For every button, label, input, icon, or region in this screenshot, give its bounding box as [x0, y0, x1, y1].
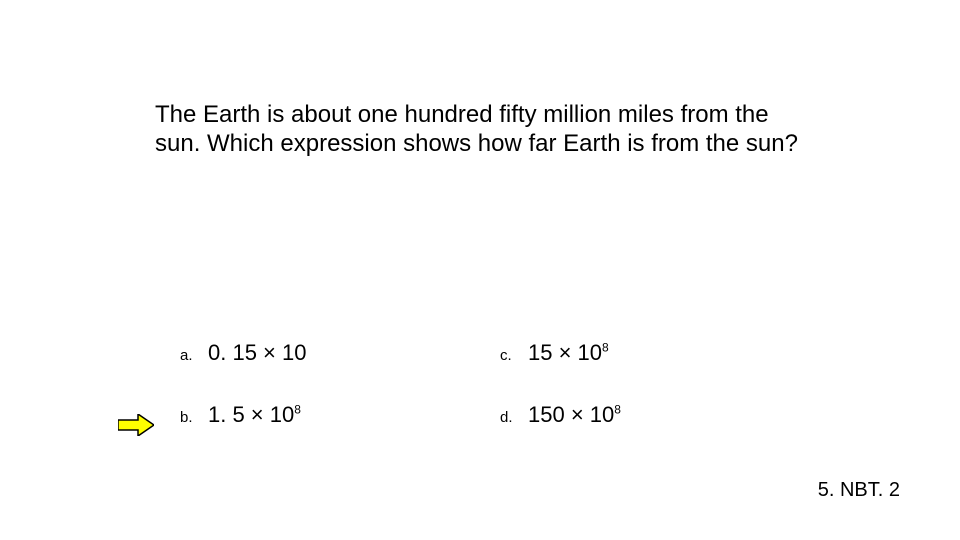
- standard-code: 5. NBT. 2: [818, 479, 900, 502]
- answer-row-2: b. 1. 5 × 108 d. 150 × 108: [180, 402, 820, 428]
- option-value: 150 × 108: [528, 402, 621, 428]
- option-letter: b.: [180, 409, 208, 426]
- option-b[interactable]: b. 1. 5 × 108: [180, 402, 500, 428]
- question-text: The Earth is about one hundred fifty mil…: [155, 100, 815, 159]
- arrow-shape: [118, 414, 154, 436]
- option-exp: 8: [614, 403, 621, 417]
- option-base: 15 × 10: [528, 340, 602, 365]
- option-base: 0. 15 × 10: [208, 340, 306, 365]
- option-base: 1. 5 × 10: [208, 402, 294, 427]
- option-a[interactable]: a. 0. 15 × 10: [180, 340, 500, 366]
- option-d[interactable]: d. 150 × 108: [500, 402, 820, 428]
- answer-grid: a. 0. 15 × 10 c. 15 × 108 b. 1. 5 × 108: [180, 340, 820, 464]
- option-letter: c.: [500, 347, 528, 364]
- option-value: 0. 15 × 10: [208, 340, 306, 366]
- option-exp: 8: [294, 403, 301, 417]
- answer-row-1: a. 0. 15 × 10 c. 15 × 108: [180, 340, 820, 366]
- highlight-arrow-icon: [118, 414, 154, 436]
- option-value: 15 × 108: [528, 340, 609, 366]
- option-letter: d.: [500, 409, 528, 426]
- option-exp: 8: [602, 341, 609, 355]
- option-base: 150 × 10: [528, 402, 614, 427]
- slide: The Earth is about one hundred fifty mil…: [0, 0, 960, 540]
- option-c[interactable]: c. 15 × 108: [500, 340, 820, 366]
- option-letter: a.: [180, 347, 208, 364]
- option-value: 1. 5 × 108: [208, 402, 301, 428]
